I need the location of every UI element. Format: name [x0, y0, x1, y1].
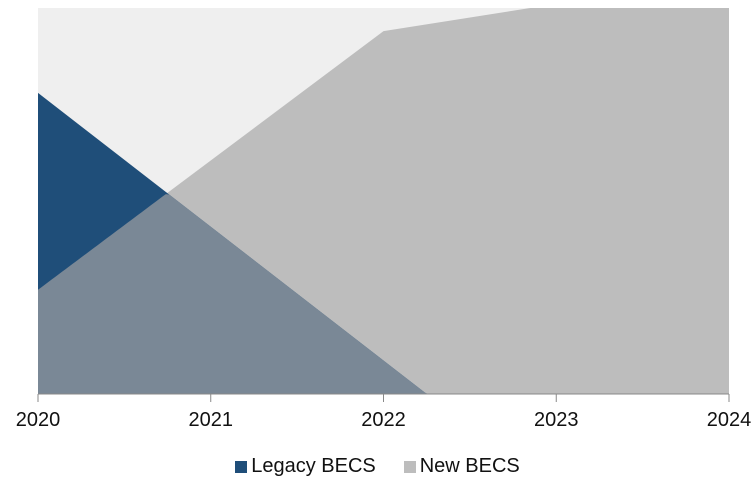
legend-item-legacy-becs: Legacy BECS: [235, 455, 376, 478]
legend-swatch-legacy-becs: [235, 460, 248, 473]
legend-label-new-becs: New BECS: [419, 455, 520, 477]
x-tick-label: 2021: [189, 409, 234, 431]
x-tick-label: 2023: [534, 409, 579, 431]
x-tick-label: 2020: [16, 409, 61, 431]
x-tick-label: 2022: [361, 409, 406, 431]
legend-item-new-becs: New BECS: [403, 455, 520, 478]
legend-swatch-new-becs: [403, 460, 416, 473]
area-overlap: [38, 194, 729, 394]
x-tick-label: 2024: [707, 409, 752, 431]
legend: Legacy BECS New BECS: [0, 455, 755, 478]
legend-label-legacy-becs: Legacy BECS: [251, 455, 376, 477]
